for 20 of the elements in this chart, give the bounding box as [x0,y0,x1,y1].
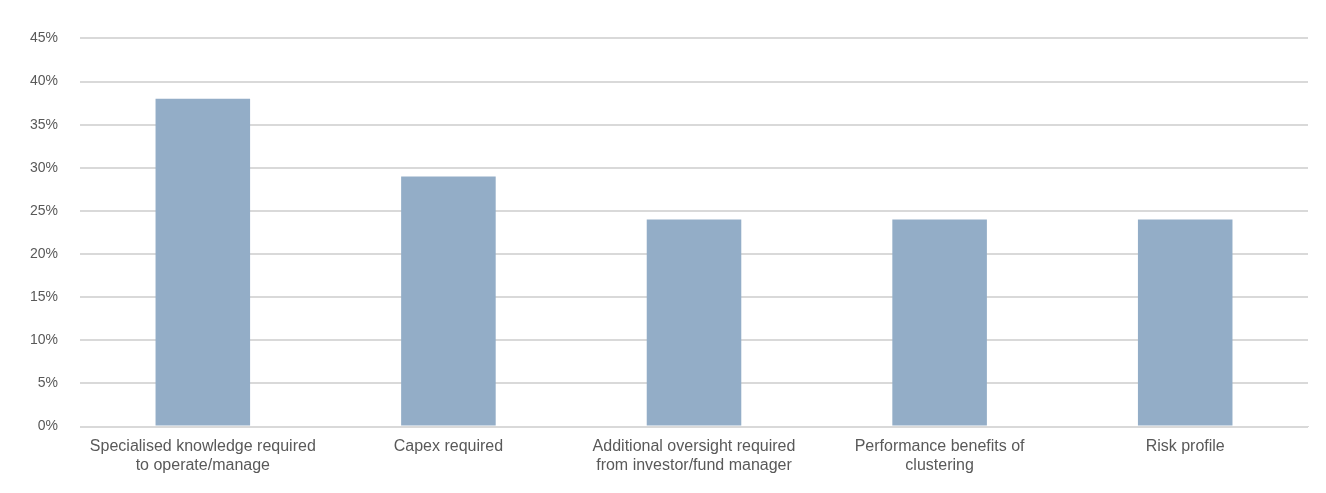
x-tick-label: Specialised knowledge required to operate/manage [89,436,316,473]
bar [401,176,496,426]
y-tick-label: 0% [37,417,59,434]
x-tick-label: Additional oversight required from investor/fund manager [592,436,796,473]
bar [892,219,987,426]
x-tick-label: Capex required [393,436,504,454]
y-tick-label: 5% [37,374,59,391]
bar [155,98,251,426]
y-tick-label: 25% [29,201,59,218]
y-tick-label: 30% [29,158,59,175]
bar [1137,219,1233,426]
y-tick-label: 10% [29,331,59,348]
y-tick-label: 20% [29,244,59,261]
y-tick-label: 35% [29,115,59,132]
y-tick-label: 40% [29,72,59,89]
x-tick-label: Performance benefits of clustering [854,436,1026,473]
y-tick-label: 45% [29,29,59,46]
bar [646,219,742,426]
x-tick-label: Risk profile [1145,436,1225,454]
y-tick-label: 15% [29,288,59,305]
